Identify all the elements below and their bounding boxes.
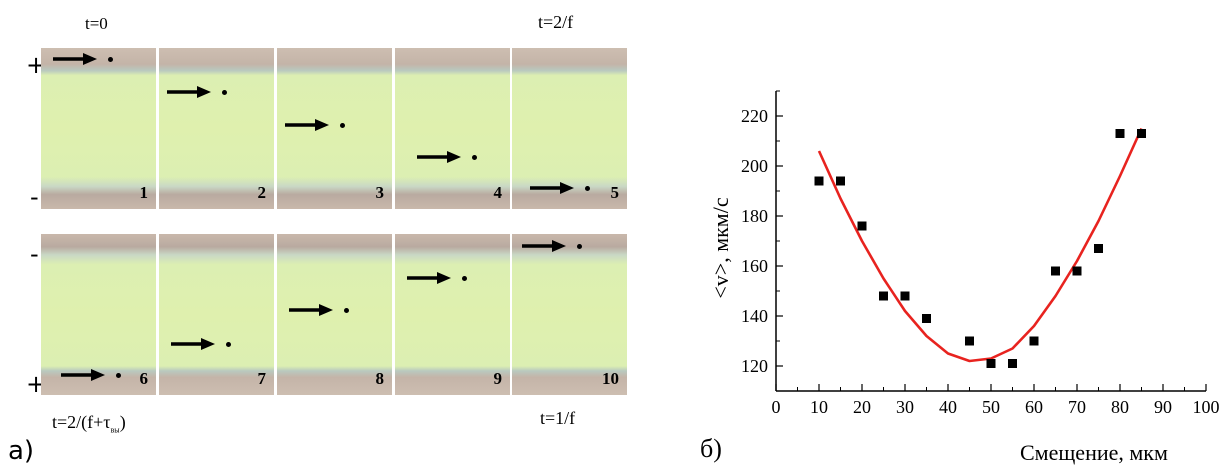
x-tick-label: 80 [1111,397,1129,417]
data-point [1094,244,1103,253]
time-label-relaxation-sub: вы [110,425,120,435]
y-tick-label: 180 [741,206,768,226]
frame-number: 1 [139,183,149,202]
particle-marker [108,57,113,62]
data-point [1029,336,1039,346]
data-point [986,359,996,368]
frame-number: 10 [602,369,619,388]
data-point [1051,266,1060,276]
frame-number: 6 [139,369,149,388]
particle-marker [462,276,467,281]
data-point [1072,266,1082,276]
x-tick-label: 0 [772,397,781,417]
particle-marker [340,123,345,128]
particle-marker [222,90,227,95]
frame-number: 7 [257,369,267,388]
x-tick-label: 70 [1068,397,1086,417]
particle-marker [226,342,231,347]
arrow-icon [61,369,105,381]
frame-1: 1 [41,48,156,209]
data-point [1137,129,1146,138]
arrow-icon [171,338,215,350]
electrode-sign-bottom-row1: - [30,183,39,211]
electrode-sign-top-row2: - [30,240,39,268]
x-tick-label: 100 [1193,397,1220,417]
frame-8: 8 [277,234,392,395]
time-label-half-period: t=2/f [538,12,574,32]
arrow-icon [53,53,97,65]
x-tick-label: 60 [1025,397,1043,417]
time-label-start: t=0 [85,14,108,33]
x-tick-label: 20 [853,397,871,417]
arrow-icon [289,304,333,316]
particle-marker [577,244,582,249]
particle-marker [116,373,121,378]
frame-5: 5 [512,48,627,209]
particle-marker [585,186,590,191]
x-tick-label: 90 [1154,397,1172,417]
arrow-icon [407,272,451,284]
time-label-relaxation: t=2/(f+τвы) [52,412,126,435]
frame-number: 4 [493,183,503,202]
time-label-relaxation-main: t=2/(f+τ [52,412,111,432]
data-point [879,291,888,301]
data-point [836,176,845,186]
data-point [814,176,824,186]
frame-number: 8 [375,369,385,388]
panel-b-label: б) [700,434,722,463]
frame-number: 9 [493,369,503,388]
frame-7: 7 [159,234,274,395]
x-tick-label: 30 [896,397,914,417]
frame-3: 3 [277,48,392,209]
frame-number: 5 [610,183,620,202]
frame-10: 10 [512,234,627,395]
y-tick-label: 120 [741,356,768,376]
arrow-icon [417,151,461,163]
fit-curve [817,127,1143,363]
data-point [857,221,867,231]
particle-marker [344,308,349,313]
frame-6: 6 [41,234,156,395]
x-tick-label: 10 [810,397,828,417]
arrow-icon [522,240,566,252]
chart-x-axis-label: Смещение, мкм [1020,440,1168,465]
arrow-icon [167,86,211,98]
x-tick-label: 50 [982,397,1000,417]
frame-2: 2 [159,48,274,209]
time-label-relaxation-close: ) [119,412,126,432]
frame-number: 3 [375,183,385,202]
frame-number: 2 [257,183,267,202]
data-point [965,336,974,346]
data-point [900,291,910,301]
y-tick-label: 160 [741,256,768,276]
arrow-icon [530,182,574,194]
data-point [922,314,931,323]
y-tick-label: 200 [741,156,768,176]
frame-9: 9 [395,234,510,395]
panel-a-label: а) [8,436,35,466]
time-label-full-period: t=1/f [540,408,576,428]
data-point [1115,129,1125,138]
x-tick-label: 40 [939,397,957,417]
arrow-icon [285,119,329,131]
particle-marker [472,155,477,160]
frame-4: 4 [395,48,510,209]
data-point [1008,359,1017,368]
velocity-vs-offset-chart: 0 10 20 30 40 50 60 70 80 90 100 120 140 160 180 200 220 [741,90,1220,417]
y-tick-label: 220 [741,106,768,126]
y-tick-label: 140 [741,306,768,326]
